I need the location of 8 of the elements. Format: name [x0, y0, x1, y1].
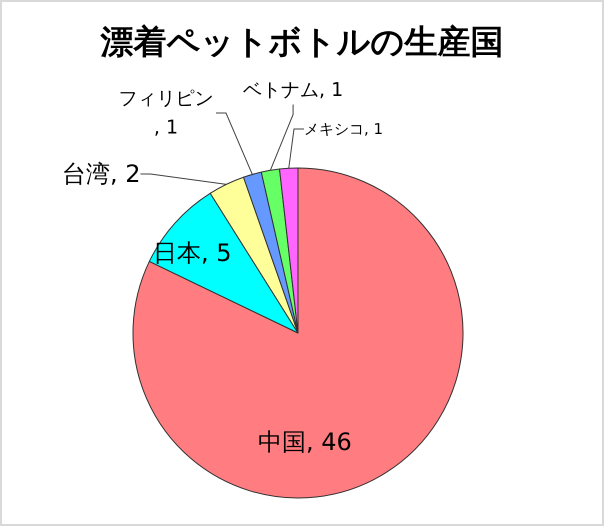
slice-label: 台湾, 2	[62, 160, 141, 188]
chart-title: 漂着ペットボトルの生産国	[100, 22, 504, 61]
slice-label: ベトナム, 1	[243, 79, 344, 101]
slice-label: メキシコ, 1	[304, 120, 384, 138]
data-label: , 1	[154, 116, 178, 138]
slice-label: フィリピン	[118, 88, 214, 110]
slice-label: 日本, 5	[153, 239, 232, 267]
slice-label: 中国, 46	[258, 428, 352, 456]
